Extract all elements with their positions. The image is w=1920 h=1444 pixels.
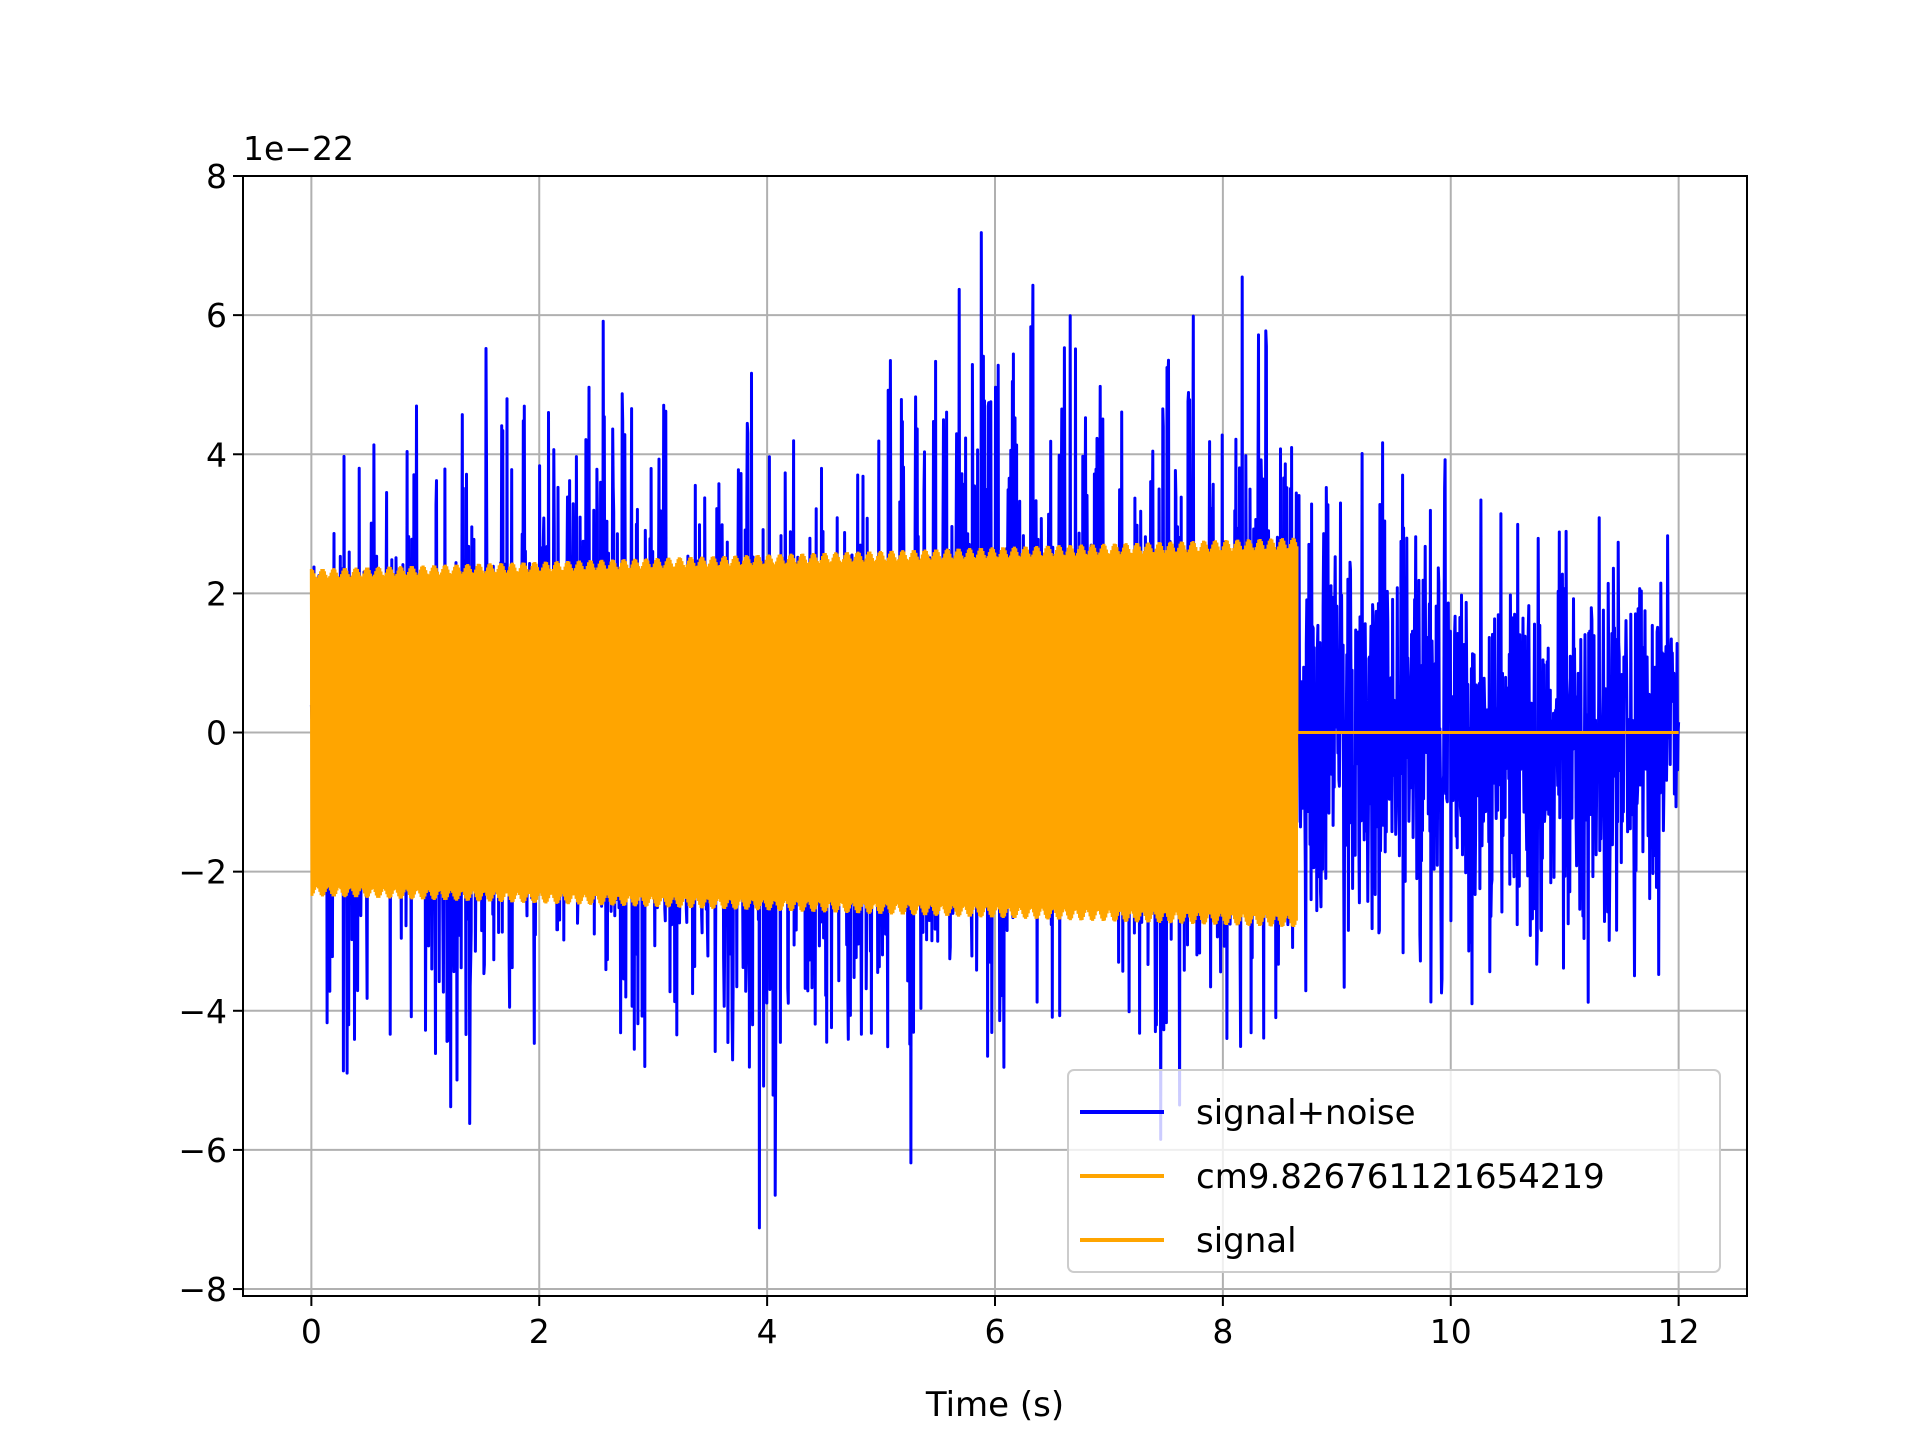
legend: signal+noise cm9.826761121654219 signal bbox=[1067, 1069, 1721, 1273]
x-tick-label: 2 bbox=[529, 1312, 550, 1351]
x-tick-label: 12 bbox=[1658, 1312, 1700, 1351]
y-tick-label: −4 bbox=[178, 992, 227, 1031]
y-tick-label: 8 bbox=[206, 157, 227, 196]
y-tick-label: 4 bbox=[206, 435, 227, 474]
x-tick-label: 10 bbox=[1430, 1312, 1472, 1351]
legend-label: signal bbox=[1196, 1221, 1297, 1261]
legend-box bbox=[1067, 1069, 1721, 1273]
series-layer bbox=[309, 231, 1681, 1230]
y-tick-label: −8 bbox=[178, 1270, 227, 1309]
legend-label: cm9.826761121654219 bbox=[1196, 1157, 1605, 1197]
y-tick-label: 2 bbox=[206, 574, 227, 613]
ticks-layer: 0 2 4 6 8 10 12 −8 −6 −4 −2 0 2 4 6 8 bbox=[178, 157, 1699, 1351]
y-tick-label: 0 bbox=[206, 714, 227, 753]
x-tick-label: 8 bbox=[1212, 1312, 1233, 1351]
x-axis-title: Time (s) bbox=[925, 1385, 1064, 1425]
series-signal-line bbox=[309, 537, 1679, 928]
x-tick-label: 4 bbox=[757, 1312, 778, 1351]
y-offset-text: 1e−22 bbox=[243, 129, 354, 168]
y-tick-label: 6 bbox=[206, 296, 227, 335]
y-tick-label: −6 bbox=[178, 1131, 227, 1170]
legend-label: signal+noise bbox=[1196, 1093, 1416, 1133]
x-tick-label: 6 bbox=[985, 1312, 1006, 1351]
x-tick-label: 0 bbox=[301, 1312, 322, 1351]
y-tick-label: −2 bbox=[178, 853, 227, 892]
